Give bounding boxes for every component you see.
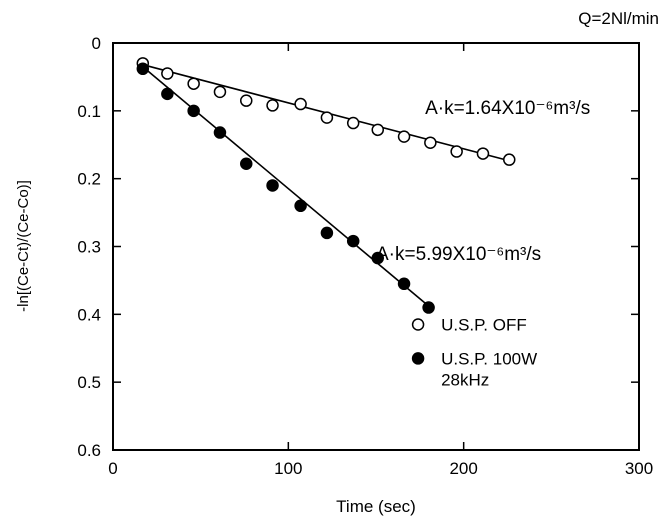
data-point-filled	[422, 301, 435, 314]
data-point-open	[320, 111, 334, 124]
data-point-filled	[346, 234, 360, 248]
data-point-filled	[320, 226, 334, 240]
data-point-open	[213, 85, 227, 99]
data-point-open	[424, 136, 437, 149]
legend: U.S.P. OFF U.S.P. 100W 28kHz	[411, 316, 537, 389]
y-tick-label: 0.3	[77, 238, 101, 257]
x-tick-label: 100	[274, 459, 302, 478]
legend-label: 28kHz	[441, 370, 489, 389]
fit-annotation: A·k=5.99X10⁻⁶m³/s	[376, 244, 541, 265]
data-point-filled	[240, 157, 253, 170]
series-layer	[136, 57, 516, 314]
data-point-filled	[397, 277, 411, 291]
legend-label: U.S.P. OFF	[441, 316, 527, 335]
axis-ticks: 0 100 200 300 0 0.1 0.2 0.3 0.4 0.5 0.6	[77, 34, 653, 478]
y-axis-label: -ln[(Ce-Ct)/(Ce-Co)]	[15, 180, 32, 312]
data-point-open	[450, 145, 463, 158]
x-tick-label: 300	[625, 459, 653, 478]
data-point-open	[266, 99, 279, 112]
data-point-open	[503, 153, 516, 166]
legend-marker-filled	[411, 352, 425, 365]
y-tick-label: 0.6	[77, 441, 101, 460]
data-point-filled	[187, 104, 200, 118]
data-point-filled	[136, 62, 150, 76]
condition-label: Q=2Nl/min	[578, 9, 659, 28]
x-tick-label: 0	[108, 459, 117, 478]
data-point-open	[371, 123, 385, 137]
y-tick-label: 0.5	[77, 373, 101, 392]
data-point-open	[476, 147, 490, 160]
data-point-open	[397, 130, 411, 143]
y-tick-label: 0	[92, 34, 101, 53]
data-point-filled	[266, 179, 279, 192]
x-tick-label: 200	[449, 459, 477, 478]
data-point-open	[240, 94, 253, 107]
data-point-open	[161, 67, 174, 80]
legend-label: U.S.P. 100W	[441, 349, 537, 368]
x-axis-label: Time (sec)	[336, 497, 416, 516]
annotations: A·k=1.64X10⁻⁶m³/s A·k=5.99X10⁻⁶m³/s	[376, 98, 590, 265]
legend-marker-open	[411, 318, 425, 331]
fit-annotation: A·k=1.64X10⁻⁶m³/s	[425, 98, 590, 119]
data-point-filled	[161, 87, 174, 101]
y-tick-label: 0.1	[77, 102, 101, 121]
data-point-open	[294, 97, 307, 111]
y-tick-label: 0.4	[77, 305, 101, 324]
data-point-filled	[294, 199, 307, 213]
y-tick-label: 0.2	[77, 170, 101, 189]
data-point-open	[187, 77, 200, 90]
data-point-open	[346, 116, 360, 130]
data-point-filled	[371, 251, 385, 265]
data-point-filled	[213, 126, 227, 139]
